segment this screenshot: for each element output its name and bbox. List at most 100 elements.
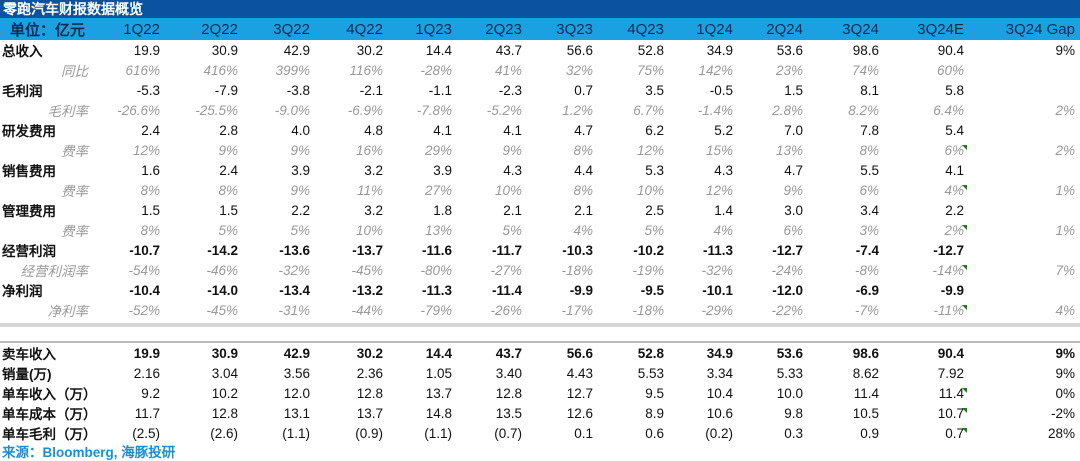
comment-marker-icon: 4% xyxy=(944,182,964,198)
cell-value: 7.0 xyxy=(784,122,803,138)
cell-value: 30.9 xyxy=(211,345,238,361)
cell-value: 1.5 xyxy=(219,202,238,218)
row-label: 单车成本（万） xyxy=(2,407,97,422)
row-label: 费率 xyxy=(61,224,88,239)
cell-value: (1.1) xyxy=(282,425,310,441)
table-row: 净利率 -52% -45% -31% -44% -79% -26% -17% -18% -29% -… xyxy=(0,300,1080,320)
cell-value: 4% xyxy=(884,180,969,200)
cell-value: 4.7 xyxy=(574,122,593,138)
cell-value: 8% xyxy=(573,142,593,158)
cell-value: 9.8 xyxy=(784,405,803,421)
cell-value: -24% xyxy=(771,262,803,278)
comment-marker-icon: 6% xyxy=(944,142,964,158)
cell-value: -14% xyxy=(884,260,969,280)
bottom-table: 卖车收入 19.9 30.9 42.9 30.2 14.4 43.7 56.6 52.8 34.9… xyxy=(0,343,1080,443)
cell-value: 3.34 xyxy=(706,365,733,381)
cell-value: 52.8 xyxy=(637,345,664,361)
cell-value: 52.8 xyxy=(637,42,664,58)
cell-value: 2.4 xyxy=(141,122,160,138)
row-label: 同比 xyxy=(61,64,88,79)
cell-value: 3.40 xyxy=(495,365,522,381)
row-label: 单车毛利（万） xyxy=(2,427,97,442)
cell-value: 0.9 xyxy=(860,425,879,441)
cell-value: 8.2% xyxy=(848,102,879,118)
cell-value: -7.8% xyxy=(416,102,452,118)
row-label: 管理费用 xyxy=(2,204,56,219)
cell-value: -25.5% xyxy=(195,102,238,118)
cell-value: 12.7 xyxy=(566,385,593,401)
cell-value: -32% xyxy=(701,262,733,278)
cell-value: 60% xyxy=(936,62,964,78)
cell-value: -46% xyxy=(206,262,238,278)
row-label: 研发费用 xyxy=(2,124,56,139)
table-row: 管理费用 1.5 1.5 2.2 3.2 1.8 2.1 2.1 2.5 1.4 3.0 3.4 2.2 xyxy=(0,200,1080,220)
table-row: 单车毛利（万） (2.5) (2.6) (1.1) (0.9) (1.1) (0.7) 0.1… xyxy=(0,423,1080,443)
comment-marker-icon: 10.7 xyxy=(937,405,964,421)
cell-value: -11.3 xyxy=(702,242,733,258)
cell-value: 5.5 xyxy=(860,162,879,178)
table-row: 净利润 -10.4 -14.0 -13.4 -13.2 -11.3 -11.4 -9.9 -9.… xyxy=(0,280,1080,300)
cell-value: -0.5 xyxy=(709,82,733,98)
cell-value: -44% xyxy=(351,302,383,318)
cell-value: 5% xyxy=(290,222,310,238)
row-label: 卖车收入 xyxy=(2,347,56,362)
cell-value: -9.9 xyxy=(940,282,964,298)
cell-value: -7.4 xyxy=(855,242,879,258)
cell-value: 10.5 xyxy=(852,405,879,421)
cell-value: -9.5 xyxy=(640,282,664,298)
cell-value: 12.8 xyxy=(211,405,238,421)
row-label: 经营利润率 xyxy=(20,264,89,279)
cell-value: -19% xyxy=(632,262,664,278)
gap-value: 2% xyxy=(1055,142,1075,158)
comment-marker-icon: 2% xyxy=(944,222,964,238)
cell-value: 1.05 xyxy=(425,365,452,381)
cell-value: 9.2 xyxy=(141,385,160,401)
cell-value: 1.4 xyxy=(714,202,733,218)
cell-value: 23% xyxy=(775,62,803,78)
table-row: 费率 8% 8% 9% 11% 27% 10% 8% 10% 12% 9% 6% 4% 1% xyxy=(0,180,1080,200)
cell-value: 74% xyxy=(851,62,879,78)
gap-value xyxy=(969,200,1080,220)
gap-value xyxy=(969,240,1080,260)
cell-value: 12% xyxy=(636,142,664,158)
cell-value: -31% xyxy=(278,302,310,318)
table-row: 同比 616% 416% 399% 116% -28% 41% 32% 75% 142% 23% 74… xyxy=(0,60,1080,80)
cell-value: 42.9 xyxy=(283,345,310,361)
column-header: 3Q24E xyxy=(884,18,969,40)
cell-value: 98.6 xyxy=(852,42,879,58)
column-header: 1Q24 xyxy=(669,18,738,40)
cell-value: 12% xyxy=(705,182,733,198)
column-header: 2Q24 xyxy=(738,18,808,40)
cell-value: 2.16 xyxy=(133,365,160,381)
column-header: 1Q22 xyxy=(100,18,165,40)
column-header: 3Q23 xyxy=(527,18,598,40)
cell-value: -10.1 xyxy=(702,282,733,298)
cell-value: 13.1 xyxy=(283,405,310,421)
cell-value: -1.4% xyxy=(697,102,733,118)
cell-value: 8.62 xyxy=(852,365,879,381)
cell-value: 34.9 xyxy=(706,42,733,58)
cell-value: -10.2 xyxy=(633,242,664,258)
cell-value: 4% xyxy=(573,222,593,238)
cell-value: 6% xyxy=(884,140,969,160)
cell-value: 5% xyxy=(218,222,238,238)
cell-value: 19.9 xyxy=(133,345,160,361)
cell-value: 5.4 xyxy=(945,122,964,138)
cell-value: -45% xyxy=(351,262,383,278)
cell-value: 0.3 xyxy=(784,425,803,441)
cell-value: 0.6 xyxy=(645,425,664,441)
cell-value: 14.8 xyxy=(425,405,452,421)
cell-value: 3.0 xyxy=(784,202,803,218)
cell-value: 29% xyxy=(424,142,452,158)
gap-value: 2% xyxy=(1055,102,1075,118)
cell-value: 43.7 xyxy=(495,42,522,58)
cell-value: -10.3 xyxy=(562,242,593,258)
row-label: 销量(万) xyxy=(2,367,52,382)
cell-value: 11.7 xyxy=(134,405,160,421)
gap-value xyxy=(969,60,1080,80)
table-row: 卖车收入 19.9 30.9 42.9 30.2 14.4 43.7 56.6 52.8 34.9… xyxy=(0,343,1080,363)
table-row: 费率 8% 5% 5% 10% 13% 5% 4% 5% 4% 6% 3% 2% 1% xyxy=(0,220,1080,240)
cell-value: -13.4 xyxy=(279,282,310,298)
cell-value: 3.4 xyxy=(860,202,879,218)
cell-value: 32% xyxy=(565,62,593,78)
